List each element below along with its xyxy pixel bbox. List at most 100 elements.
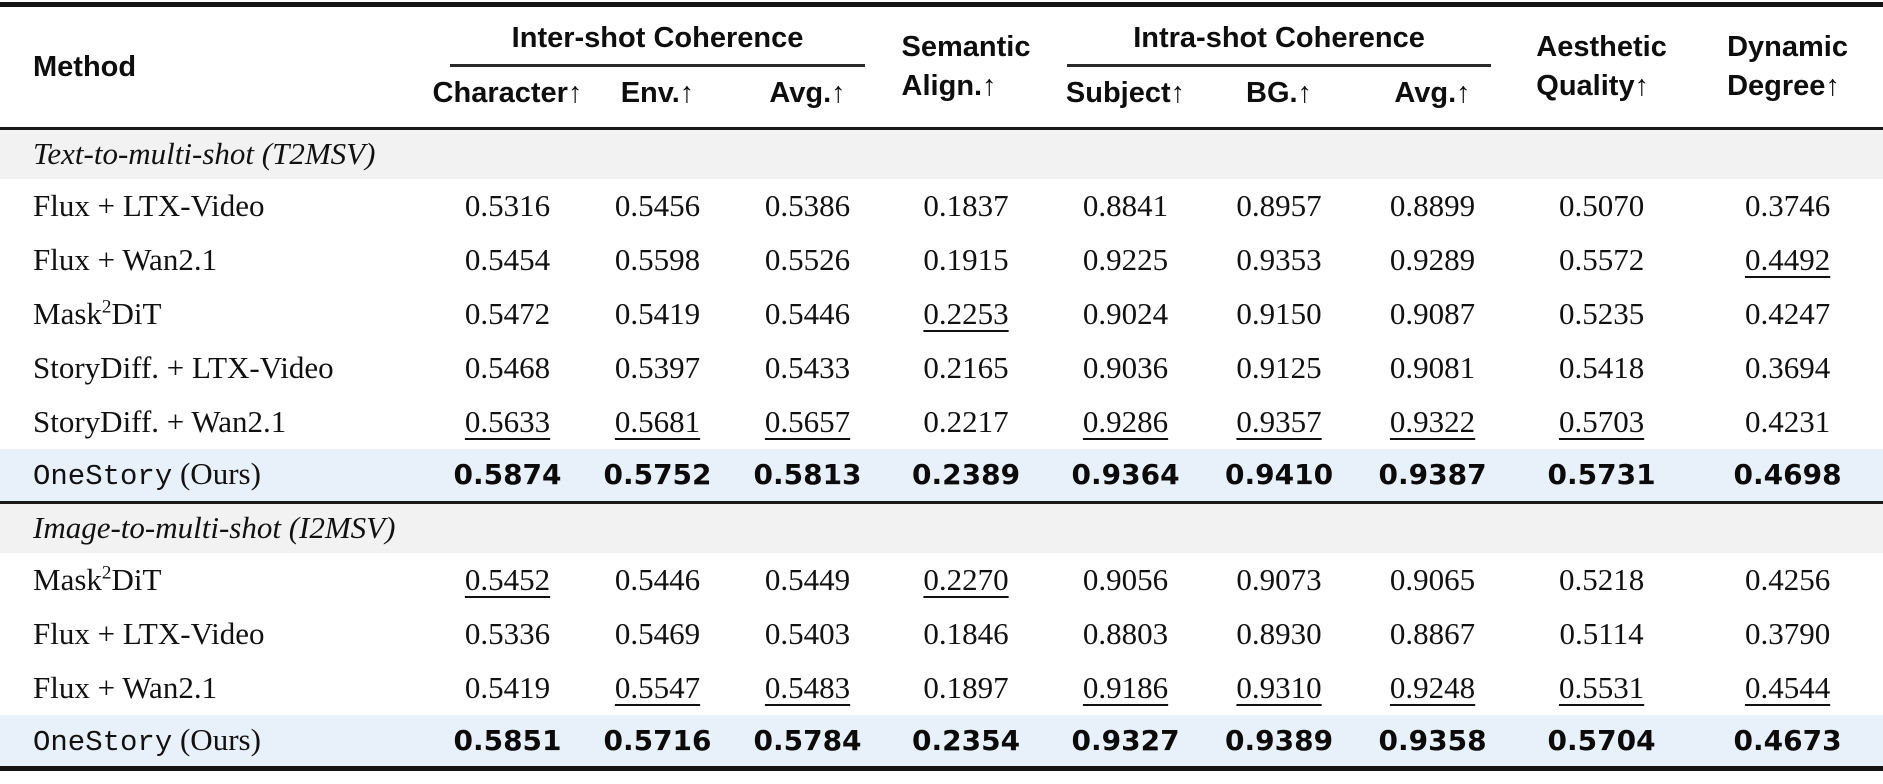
col-header-bg: BG.↑ xyxy=(1204,66,1355,130)
col-header-method: Method xyxy=(0,4,430,130)
value-cell: 0.9024 xyxy=(1082,295,1169,331)
value-cell: 0.5070 xyxy=(1558,187,1645,223)
table-row: OneStory (Ours) 0.5851 0.5716 0.5784 0.2354 0… xyxy=(0,714,1883,769)
value-cell: 0.5731 xyxy=(1547,458,1656,492)
section-title: Image-to-multi-shot (I2MSV) xyxy=(0,501,1883,553)
section-band-row: Image-to-multi-shot (I2MSV) xyxy=(0,501,1883,553)
value-cell: 0.9186 xyxy=(1082,669,1169,705)
value-cell: 0.5681 xyxy=(614,403,701,439)
method-cell: Mask2DiT xyxy=(0,287,430,341)
aesthetic-line1: Aesthetic xyxy=(1536,30,1667,63)
value-cell: 0.8957 xyxy=(1236,187,1322,223)
table-row: StoryDiff. + Wan2.1 0.5633 0.5681 0.5657 0.2… xyxy=(0,395,1883,449)
value-cell: 0.4544 xyxy=(1744,669,1831,705)
aesthetic-line2: Quality↑ xyxy=(1536,70,1650,102)
value-cell: 0.3746 xyxy=(1744,187,1831,223)
dynamic-line1: Dynamic xyxy=(1727,30,1848,63)
value-cell: 0.9353 xyxy=(1236,241,1322,277)
value-cell: 0.5433 xyxy=(764,349,851,385)
value-cell: 0.9081 xyxy=(1389,349,1476,385)
col-header-character: Character↑ xyxy=(430,66,585,130)
col-header-subject: Subject↑ xyxy=(1047,66,1205,130)
value-cell: 0.4231 xyxy=(1744,403,1831,439)
col-group-intra-shot-coherence: Intra-shot Coherence xyxy=(1047,5,1511,67)
method-text-segment: OneStory xyxy=(33,725,173,759)
method-text-segment: StoryDiff. + LTX-Video xyxy=(33,349,334,385)
method-header-label: Method xyxy=(33,50,137,83)
method-cell: OneStory (Ours) xyxy=(0,715,430,769)
value-cell: 0.1897 xyxy=(923,669,1009,705)
intra-shot-coherence-label: Intra-shot Coherence xyxy=(1133,21,1425,54)
value-cell: 0.9310 xyxy=(1236,669,1322,705)
value-cell: 0.9125 xyxy=(1236,349,1322,385)
method-text-segment: 2 xyxy=(101,562,112,584)
method-text-segment: 2 xyxy=(101,296,112,318)
method-text-segment: (Ours) xyxy=(172,456,261,492)
col-header-aesthetic-quality: Aesthetic Quality↑ xyxy=(1511,4,1693,130)
value-cell: 0.5547 xyxy=(614,669,701,705)
value-cell: 0.9387 xyxy=(1378,458,1487,492)
value-cell: 0.9087 xyxy=(1389,295,1476,331)
value-cell: 0.3790 xyxy=(1744,615,1831,651)
value-cell: 0.5784 xyxy=(753,723,862,757)
semantic-line1: Semantic xyxy=(901,30,1031,63)
value-cell: 0.4698 xyxy=(1733,458,1842,492)
value-cell: 0.8867 xyxy=(1389,615,1476,651)
method-text-segment: Flux + Wan2.1 xyxy=(33,241,218,277)
table-body: Text-to-multi-shot (T2MSV) Flux + LTX-Vid… xyxy=(0,128,1883,769)
value-cell: 0.5419 xyxy=(614,295,701,331)
method-cell: Flux + LTX-Video xyxy=(0,607,430,661)
value-cell: 0.3694 xyxy=(1744,349,1831,385)
value-cell: 0.5454 xyxy=(464,241,551,277)
value-cell: 0.5397 xyxy=(614,349,701,385)
method-cell: StoryDiff. + LTX-Video xyxy=(0,341,430,395)
value-cell: 0.5452 xyxy=(464,561,551,597)
method-cell: Mask2DiT xyxy=(0,553,430,607)
value-cell: 0.1837 xyxy=(923,187,1009,223)
value-cell: 0.5752 xyxy=(603,458,712,492)
value-cell: 0.9225 xyxy=(1082,241,1169,277)
method-cell: Flux + Wan2.1 xyxy=(0,661,430,715)
value-cell: 0.9357 xyxy=(1236,403,1322,439)
col-header-env: Env.↑ xyxy=(585,66,730,130)
value-cell: 0.5813 xyxy=(753,458,862,492)
value-cell: 0.5874 xyxy=(453,458,562,492)
value-cell: 0.9150 xyxy=(1236,295,1322,331)
value-cell: 0.5336 xyxy=(464,615,551,651)
value-cell: 0.9248 xyxy=(1389,669,1476,705)
value-cell: 0.5716 xyxy=(603,723,712,757)
value-cell: 0.9322 xyxy=(1389,403,1476,439)
method-text-segment: Mask xyxy=(33,561,102,597)
value-cell: 0.2354 xyxy=(912,723,1021,757)
value-cell: 0.2253 xyxy=(923,295,1009,331)
value-cell: 0.5483 xyxy=(764,669,851,705)
value-cell: 0.2165 xyxy=(923,349,1009,385)
value-cell: 0.8930 xyxy=(1236,615,1322,651)
value-cell: 0.9327 xyxy=(1071,723,1180,757)
table-row: Flux + LTX-Video 0.5336 0.5469 0.5403 0.1846… xyxy=(0,607,1883,661)
value-cell: 0.5526 xyxy=(764,241,851,277)
method-text-segment: OneStory xyxy=(33,460,173,494)
table-row: StoryDiff. + LTX-Video 0.5468 0.5397 0.5433… xyxy=(0,341,1883,395)
col-header-inter-avg: Avg.↑ xyxy=(730,66,886,130)
value-cell: 0.8803 xyxy=(1082,615,1169,651)
table-row: Flux + Wan2.1 0.5419 0.5547 0.5483 0.1897 0.9… xyxy=(0,661,1883,715)
method-cell: StoryDiff. + Wan2.1 xyxy=(0,395,430,449)
col-group-inter-shot-coherence: Inter-shot Coherence xyxy=(430,5,885,67)
value-cell: 0.5403 xyxy=(764,615,851,651)
value-cell: 0.5472 xyxy=(464,295,551,331)
value-cell: 0.5419 xyxy=(464,669,551,705)
table-row: Mask2DiT 0.5472 0.5419 0.5446 0.2253 0.9024 0.… xyxy=(0,287,1883,341)
table-row: Mask2DiT 0.5452 0.5446 0.5449 0.2270 0.9056 0.… xyxy=(0,553,1883,607)
value-cell: 0.2270 xyxy=(923,561,1009,597)
value-cell: 0.4256 xyxy=(1744,561,1831,597)
col-header-semantic-align: Semantic Align.↑ xyxy=(885,4,1048,130)
method-text-segment: Flux + LTX-Video xyxy=(33,187,265,223)
dynamic-line2: Degree↑ xyxy=(1727,70,1840,102)
value-cell: 0.9289 xyxy=(1389,241,1476,277)
method-cell: Flux + LTX-Video xyxy=(0,179,430,233)
value-cell: 0.9056 xyxy=(1082,561,1169,597)
value-cell: 0.5386 xyxy=(764,187,851,223)
